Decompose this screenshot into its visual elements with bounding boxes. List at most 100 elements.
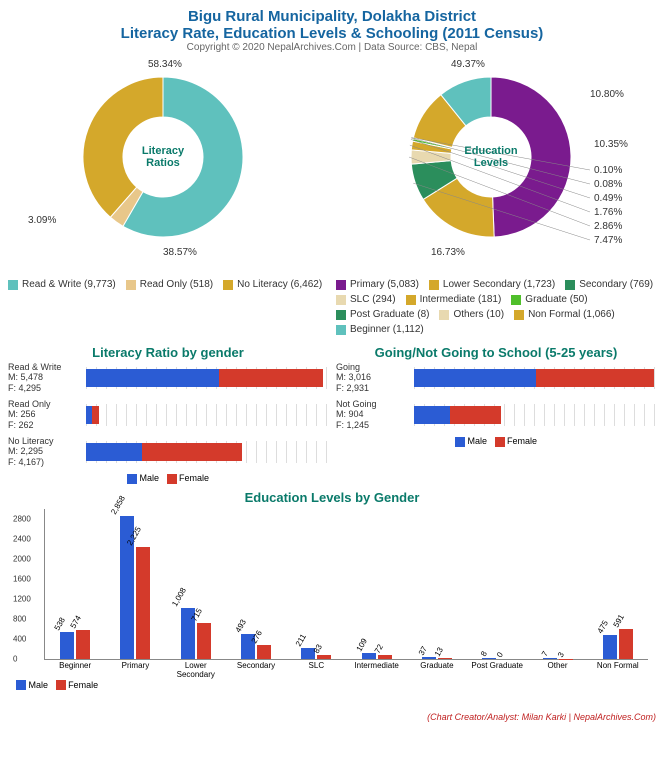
swatch-icon — [336, 280, 346, 290]
bar-group: 109 72 Intermediate — [346, 509, 406, 659]
bar-value: 493 — [234, 618, 248, 634]
pct-label: 3.09% — [28, 215, 56, 226]
y-tick: 800 — [13, 614, 26, 623]
mini-legend: Male Female — [8, 473, 328, 484]
legend-label: Read & Write (9,773) — [22, 279, 116, 290]
hbar-track — [86, 441, 328, 463]
literacy-ratios-donut: LiteracyRatios58.34%3.09%38.57% — [8, 57, 318, 277]
female-bar: 276 — [257, 645, 271, 659]
footer-credit: (Chart Creator/Analyst: Milan Karki | Ne… — [8, 712, 656, 722]
bar-group: 1,008 715 Lower Secondary — [166, 509, 226, 659]
legend-item: Post Graduate (8) — [336, 309, 429, 320]
mini-legend: Male Female — [336, 436, 656, 447]
female-swatch — [495, 437, 505, 447]
y-tick: 2800 — [13, 514, 31, 523]
bar-value: 0 — [495, 650, 505, 658]
bar-group: 2,858 2,225 Primary — [105, 509, 165, 659]
bar-value: 591 — [611, 613, 625, 629]
swatch-icon — [511, 295, 521, 305]
x-category: Secondary — [226, 659, 286, 670]
female-segment — [219, 369, 323, 387]
bar-value: 3 — [555, 650, 565, 658]
female-label: Female — [507, 436, 537, 446]
hbar-row: Read OnlyM: 256F: 262 — [8, 399, 328, 430]
legend-label: Primary (5,083) — [350, 279, 419, 290]
legend-item: Intermediate (181) — [406, 294, 502, 305]
bar-value: 1,008 — [170, 586, 188, 608]
swatch-icon — [406, 295, 416, 305]
legend-label: Beginner (1,112) — [350, 324, 424, 335]
bar-value: 538 — [53, 616, 67, 632]
legend-label: Lower Secondary (1,723) — [443, 279, 555, 290]
pct-label: 2.86% — [594, 221, 622, 232]
legend-item: No Literacy (6,462) — [223, 279, 322, 290]
education-legend: Primary (5,083) Lower Secondary (1,723) Se… — [336, 279, 656, 335]
y-tick: 2000 — [13, 554, 31, 563]
bar-group: 475 591 Non Formal — [588, 509, 648, 659]
copyright: Copyright © 2020 NepalArchives.Com | Dat… — [8, 42, 656, 53]
schooling-chart: GoingM: 3,016F: 2,931 Not GoingM: 904F: … — [336, 362, 656, 430]
male-segment — [86, 369, 219, 387]
legend-label: Non Formal (1,066) — [528, 309, 615, 320]
female-label: Female — [179, 473, 209, 483]
bar-group: 211 83 SLC — [286, 509, 346, 659]
hbar-label: GoingM: 3,016F: 2,931 — [336, 362, 414, 393]
male-label: Male — [139, 473, 159, 483]
legend-item: Lower Secondary (1,723) — [429, 279, 555, 290]
female-bar: 574 — [76, 630, 90, 659]
hbar-label: Not GoingM: 904F: 1,245 — [336, 399, 414, 430]
swatch-icon — [565, 280, 575, 290]
legend-item: Secondary (769) — [565, 279, 653, 290]
female-segment — [142, 443, 243, 461]
education-gender-chart: 538 574 Beginner 2,858 2,225 Primary 1,0… — [44, 509, 648, 660]
y-tick: 2400 — [13, 534, 31, 543]
pct-label: 10.35% — [594, 139, 628, 150]
pct-label: 0.49% — [594, 193, 622, 204]
legend-label: Post Graduate (8) — [350, 309, 429, 320]
education-levels-donut: EducationLevels49.37%16.73%7.47%2.86%1.7… — [336, 57, 646, 277]
y-tick: 0 — [13, 654, 17, 663]
legend-label: SLC (294) — [350, 294, 396, 305]
pct-label: 38.57% — [163, 247, 197, 258]
donut-center-title: LiteracyRatios — [142, 145, 184, 169]
legend-item: Beginner (1,112) — [336, 324, 424, 335]
pct-label: 16.73% — [431, 247, 465, 258]
female-bar: 591 — [619, 629, 633, 659]
legend-label: Intermediate (181) — [420, 294, 502, 305]
male-swatch — [16, 680, 26, 690]
legend-label: Read Only (518) — [140, 279, 213, 290]
literacy-legend: Read & Write (9,773) Read Only (518) No Li… — [8, 279, 328, 290]
female-swatch — [167, 474, 177, 484]
x-category: Beginner — [45, 659, 105, 670]
legend-item: Primary (5,083) — [336, 279, 419, 290]
bar-value: 475 — [595, 619, 609, 635]
header: Bigu Rural Municipality, Dolakha Distric… — [8, 8, 656, 53]
x-category: Non Formal — [588, 659, 648, 670]
x-category: Other — [527, 659, 587, 670]
x-category: Lower Secondary — [166, 659, 226, 679]
legend-label: Graduate (50) — [525, 294, 587, 305]
swatch-icon — [336, 325, 346, 335]
swatch-icon — [439, 310, 449, 320]
bar-value: 109 — [354, 637, 368, 653]
pct-label: 1.76% — [594, 207, 622, 218]
legend-item: Non Formal (1,066) — [514, 309, 615, 320]
bar-value: 574 — [69, 614, 83, 630]
x-category: SLC — [286, 659, 346, 670]
male-swatch — [455, 437, 465, 447]
hbar-track — [86, 367, 328, 389]
x-category: Graduate — [407, 659, 467, 670]
hbar-row: Read & WriteM: 5,478F: 4,295 — [8, 362, 328, 393]
hbar-track — [414, 367, 656, 389]
bar-value: 8 — [479, 650, 489, 658]
male-segment — [414, 369, 536, 387]
mini-legend: Male Female — [16, 680, 656, 691]
x-category: Post Graduate — [467, 659, 527, 670]
legend-item: SLC (294) — [336, 294, 396, 305]
y-tick: 1600 — [13, 574, 31, 583]
female-bar: 2,225 — [136, 547, 150, 658]
legend-label: No Literacy (6,462) — [237, 279, 322, 290]
x-category: Primary — [105, 659, 165, 670]
hbar-row: GoingM: 3,016F: 2,931 — [336, 362, 656, 393]
bar-value: 211 — [294, 633, 308, 649]
